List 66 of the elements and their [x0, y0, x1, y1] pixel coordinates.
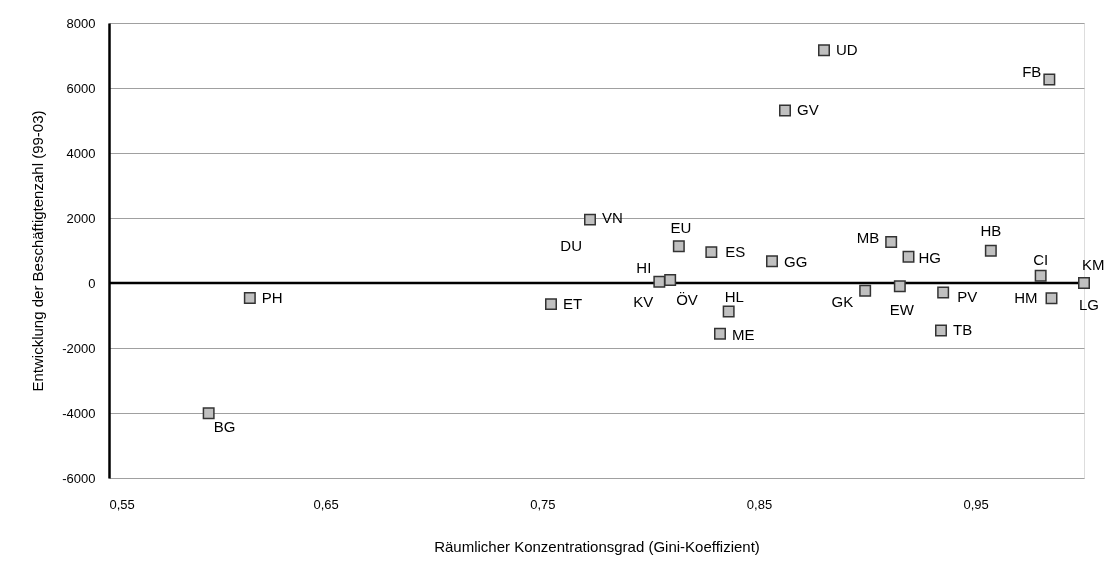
point [779, 104, 791, 117]
annotation: EW [889, 301, 915, 319]
annotation: BG [213, 418, 236, 436]
annotation: MB [856, 229, 880, 247]
annotation: PH [261, 288, 283, 306]
point [1078, 277, 1090, 289]
y-tick-label: 0 [88, 275, 96, 291]
point [937, 286, 950, 299]
point [984, 244, 997, 257]
annotation: EU [670, 219, 692, 237]
annotation: HM [1014, 289, 1038, 307]
annotation: TB [953, 321, 973, 339]
point [202, 407, 215, 420]
x-tick-label: 0,85 [746, 496, 773, 512]
annotation: GK [831, 292, 854, 310]
point [1034, 269, 1047, 282]
point [935, 324, 947, 337]
y-tick-label: 2000 [66, 210, 96, 226]
point [722, 305, 735, 318]
annotation: GV [797, 101, 819, 119]
point [672, 240, 685, 253]
annotation: DU [560, 236, 582, 254]
point [859, 284, 872, 297]
point [1043, 73, 1056, 86]
annotation: CI [1033, 250, 1049, 268]
y-tick-label: 4000 [66, 145, 96, 161]
point [653, 275, 666, 288]
y-tick-label: 6000 [66, 80, 96, 96]
y-axis-title: Entwicklung der Beschäftigtenzahl (99-03) [29, 110, 47, 392]
annotation: GG [784, 253, 808, 271]
point [818, 44, 830, 57]
point [902, 250, 915, 263]
y-tick-label: -2000 [62, 340, 96, 356]
annotation: HG [918, 248, 941, 266]
point [885, 236, 898, 249]
point [1045, 292, 1058, 305]
annotation: ET [563, 295, 583, 313]
point [584, 213, 596, 226]
point [545, 298, 557, 311]
point [766, 255, 778, 268]
x-tick-label: 0,95 [963, 496, 989, 512]
x-axis-title: Räumlicher Konzentrationsgrad (Gini-Koeffizient) [434, 537, 760, 555]
y-tick-label: 8000 [66, 15, 96, 31]
annotation: UD [836, 41, 858, 59]
point [664, 274, 677, 287]
annotation: ME [732, 325, 755, 343]
x-tick-label: 0,55 [109, 496, 135, 512]
x-tick-label: 0,75 [530, 496, 556, 512]
annotation: HI [636, 258, 652, 276]
y-tick-label: -6000 [62, 470, 96, 486]
point [243, 291, 256, 304]
y-tick-label: -4000 [62, 405, 96, 421]
annotation: LG [1079, 296, 1100, 313]
annotation: HL [724, 287, 744, 305]
annotation: KM [1082, 256, 1105, 273]
annotation: KV [633, 292, 654, 310]
annotation: ÖV [676, 291, 698, 309]
annotation: VN [602, 208, 623, 226]
annotation: PV [957, 288, 978, 306]
point [893, 280, 906, 293]
annotation: ES [725, 243, 746, 261]
annotation: FB [1022, 62, 1042, 80]
annotation: HB [980, 221, 1002, 239]
x-tick-label: 0,65 [313, 496, 339, 512]
point [714, 327, 726, 340]
point [705, 246, 718, 259]
